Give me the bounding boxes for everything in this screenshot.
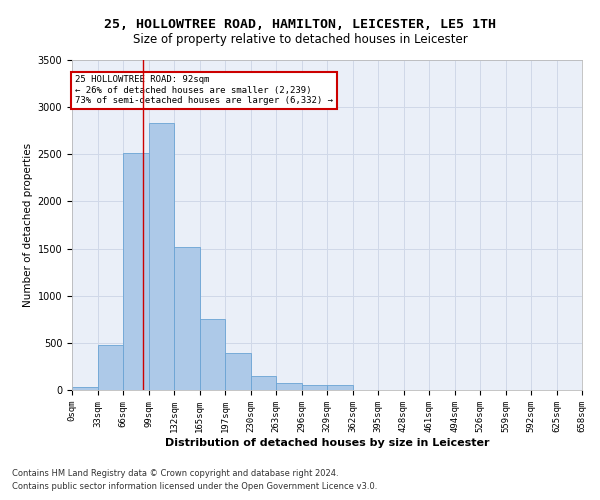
Bar [174,246,199,390]
Bar [123,154,149,390]
Y-axis label: Number of detached properties: Number of detached properties [23,143,34,307]
Bar [97,344,123,390]
Bar [72,387,97,390]
Bar [225,353,251,390]
X-axis label: Distribution of detached houses by size in Leicester: Distribution of detached houses by size … [165,438,489,448]
Text: Contains HM Land Registry data © Crown copyright and database right 2024.: Contains HM Land Registry data © Crown c… [12,468,338,477]
Bar [149,123,174,390]
Bar [276,383,302,390]
Text: 25, HOLLOWTREE ROAD, HAMILTON, LEICESTER, LE5 1TH: 25, HOLLOWTREE ROAD, HAMILTON, LEICESTER… [104,18,496,30]
Bar [199,320,225,390]
Bar [251,376,276,390]
Text: Contains public sector information licensed under the Open Government Licence v3: Contains public sector information licen… [12,482,377,491]
Text: 25 HOLLOWTREE ROAD: 92sqm
← 26% of detached houses are smaller (2,239)
73% of se: 25 HOLLOWTREE ROAD: 92sqm ← 26% of detac… [75,76,333,105]
Bar [302,385,327,390]
Text: Size of property relative to detached houses in Leicester: Size of property relative to detached ho… [133,32,467,46]
Bar [327,385,353,390]
